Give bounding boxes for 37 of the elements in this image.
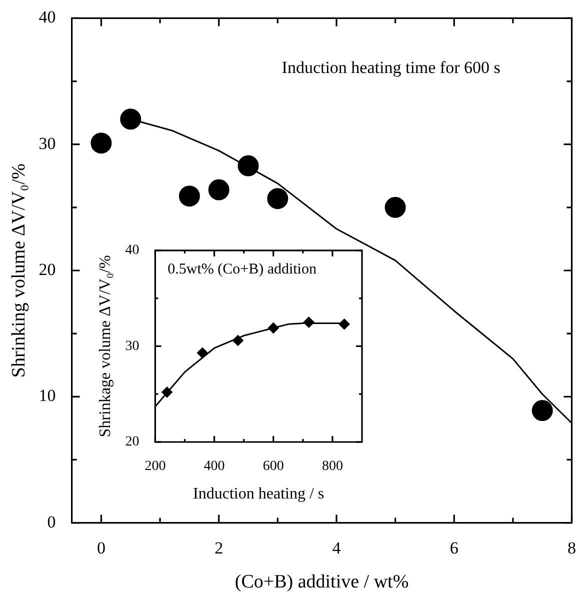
y-axis-title: Shrinkage volume ΔV/V₀/% <box>96 255 114 438</box>
point <box>268 322 279 334</box>
y-tick-label: 20 <box>38 260 56 279</box>
y-axis-title: Shrinking volume ΔV/V₀/% <box>8 163 30 378</box>
x-tick-label: 2 <box>214 538 224 558</box>
point <box>162 386 173 398</box>
x-tick-label: 800 <box>322 459 343 474</box>
y-tick-label: 30 <box>38 134 56 153</box>
point <box>338 318 350 330</box>
x-tick-label: 400 <box>204 459 225 474</box>
point <box>532 400 553 422</box>
point <box>178 186 200 207</box>
point <box>208 179 230 200</box>
point <box>90 132 112 154</box>
y-tick-label: 0 <box>47 512 56 532</box>
point <box>267 188 288 210</box>
y-tick-label: 10 <box>38 386 56 406</box>
x-tick-label: 6 <box>450 538 458 558</box>
point <box>232 334 244 346</box>
y-tick-label: 40 <box>125 243 140 258</box>
point <box>120 108 142 130</box>
x-tick-label: 200 <box>144 459 166 474</box>
y-tick-label: 30 <box>125 338 140 354</box>
point <box>196 347 208 358</box>
y-tick-label: 20 <box>125 434 140 450</box>
annotation: Induction heating time for 600 s <box>282 58 500 78</box>
y-tick-label: 40 <box>38 8 56 27</box>
x-tick-label: 4 <box>332 538 342 558</box>
x-tick-label: 600 <box>262 459 284 474</box>
annotation: 0.5wt% (Co+B) addition <box>168 261 317 278</box>
point <box>384 196 406 218</box>
x-tick-label: 8 <box>568 538 576 558</box>
x-axis-title: (Co+B) additive / wt% <box>234 572 409 593</box>
point <box>238 155 259 176</box>
point <box>303 316 314 328</box>
x-tick-label: 0 <box>96 538 106 558</box>
x-axis-title: Induction heating / s <box>193 486 324 503</box>
